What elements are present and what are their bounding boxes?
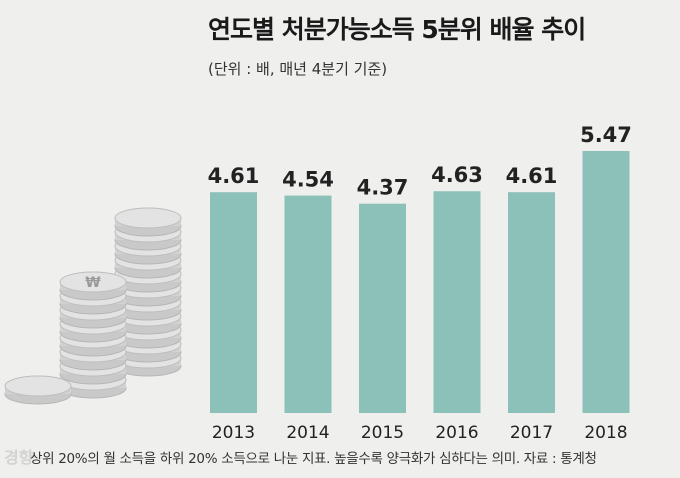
coin-stack-illustration: ₩ <box>4 207 182 405</box>
bar-2017 <box>508 192 555 413</box>
value-label-2018: 5.47 <box>580 123 632 147</box>
bar-2013 <box>210 192 257 413</box>
won-symbol-icon: ₩ <box>85 275 101 291</box>
category-label-2013: 2013 <box>212 423 255 443</box>
chart-subtitle: (단위 : 배, 매년 4분기 기준) <box>208 60 388 78</box>
category-label-2014: 2014 <box>286 423 329 443</box>
value-label-2014: 4.54 <box>282 168 334 192</box>
category-label-2016: 2016 <box>435 423 478 443</box>
value-label-2013: 4.61 <box>208 164 260 188</box>
value-label-2016: 4.63 <box>431 163 483 187</box>
category-label-2015: 2015 <box>361 423 404 443</box>
watermark: 경향 <box>4 448 34 467</box>
bar-2018 <box>582 151 630 413</box>
bar-2016 <box>433 191 481 413</box>
bar-2015 <box>359 203 406 413</box>
value-label-2015: 4.37 <box>357 176 409 200</box>
category-label-2018: 2018 <box>584 423 627 443</box>
category-label-2017: 2017 <box>510 423 553 443</box>
bar-2014 <box>284 195 332 413</box>
value-label-2017: 4.61 <box>506 164 558 188</box>
chart-title: 연도별 처분가능소득 5분위 배율 추이 <box>208 15 586 44</box>
source-note: 상위 20%의 월 소득을 하위 20% 소득으로 나눈 지표. 높을수록 양극… <box>30 451 597 467</box>
